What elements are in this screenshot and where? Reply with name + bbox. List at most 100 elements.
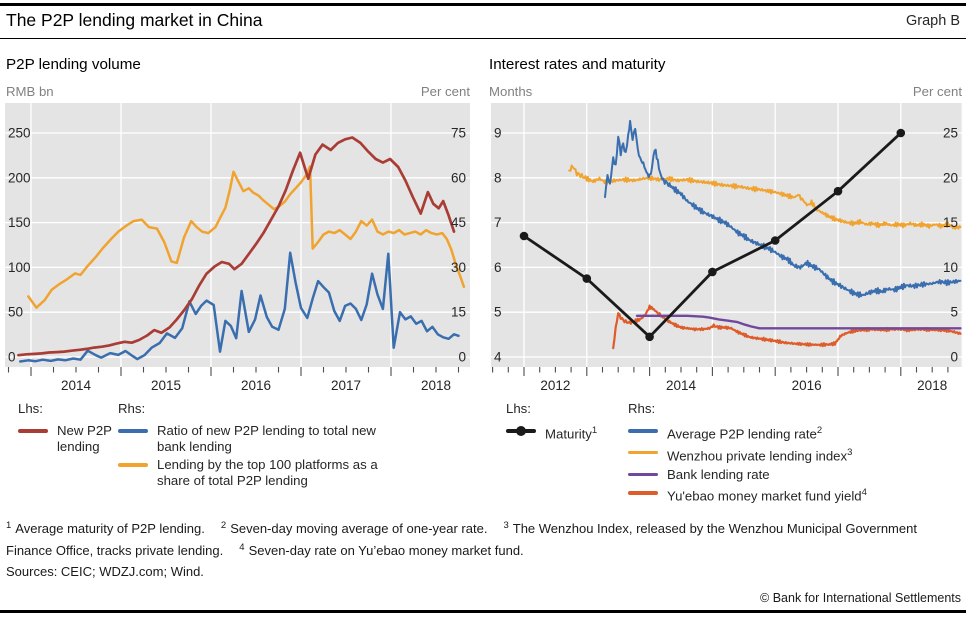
lhs-axis-tick-label: 250 — [8, 126, 31, 141]
series-line-lending-by-the-top-100-platforms-as-a-share-of-total-p2p-lending — [27, 165, 466, 309]
series-marker-maturity — [770, 236, 780, 245]
legend-swatch — [506, 425, 536, 436]
x-axis-year-label: 2018 — [917, 378, 947, 393]
rhs-axis-tick-label: 10 — [943, 260, 958, 275]
footnote-1: 1 Average maturity of P2P lending. — [6, 520, 205, 537]
x-axis-year-label: 2016 — [792, 378, 822, 393]
rhs-axis-tick-label: 30 — [451, 260, 466, 275]
footnote-marker: 2 — [220, 520, 227, 531]
lhs-axis-tick-label: 50 — [8, 305, 23, 320]
page-title: The P2P lending market in China — [6, 10, 263, 30]
right-panel-legend: Lhs: Maturity1 Rhs: Average P2P lending rat… — [506, 401, 938, 507]
left-panel-rhs-unit: Per cent — [420, 84, 470, 99]
series-line-bank-lending-rate — [635, 314, 962, 330]
legend-label-superscript: 1 — [591, 425, 598, 436]
lhs-axis-tick-label: 100 — [8, 260, 31, 275]
lhs-axis-tick-label: 6 — [494, 260, 502, 275]
series-marker-maturity — [896, 128, 906, 138]
rhs-axis-tick-label: 5 — [950, 305, 958, 320]
legend-swatch-dot — [516, 425, 526, 436]
legend-lhs-column: Lhs: Maturity1 — [506, 401, 628, 507]
legend-label: Wenzhou private lending index3 — [667, 446, 853, 464]
legend-label-superscript: 3 — [847, 446, 853, 458]
legend-label-superscript: 2 — [816, 425, 823, 436]
legend-swatch — [118, 463, 148, 467]
series-marker-maturity — [519, 231, 529, 241]
interest-rates-maturity-chart: 4 5 6 7 8 9 0 5 10 15 20 25 2012 2014 2016 2018 — [491, 103, 963, 394]
footnote-2: 2 Seven-day moving average of one-year ra… — [220, 520, 488, 537]
x-axis-ticks — [492, 367, 949, 376]
series-marker-maturity — [582, 274, 592, 283]
copyright: © Bank for International Settlements — [760, 591, 961, 605]
series-line-average-p2p-lending-rate — [604, 119, 962, 299]
sources: Sources: CEIC; WDZJ.com; Wind. — [6, 564, 204, 579]
x-axis-year-label: 2012 — [540, 378, 570, 393]
legend-item-lending-by-the-top-100-platforms-as-a-share-of-total-p2p-lending: Lending by the top 100 platforms as a sh… — [118, 457, 413, 488]
footnote-marker: 4 — [239, 541, 245, 553]
legend-rhs-column: Rhs: Ratio of new P2P lending to total ne… — [118, 401, 413, 491]
legend-lhs-title: Lhs: — [506, 401, 531, 416]
legend-swatch — [18, 429, 48, 433]
top-rule — [0, 3, 966, 6]
legend-label: Bank lending rate — [667, 466, 770, 482]
series-line-new-p2p-lending — [17, 136, 456, 357]
lhs-axis-tick-label: 0 — [8, 350, 16, 365]
right-panel-lhs-unit: Months — [489, 84, 533, 99]
legend-rhs-title: Rhs: — [628, 401, 656, 416]
legend-swatch — [628, 491, 658, 495]
series-line-wenzhou-private-lending-index — [568, 164, 962, 230]
lhs-axis-tick-label: 4 — [494, 350, 502, 365]
legend-item-ratio-of-new-p2p-lending-to-total-new-bank-lending: Ratio of new P2P lending to total new ba… — [118, 423, 413, 454]
series-group — [519, 119, 962, 350]
series-marker-maturity — [708, 267, 717, 277]
p2p-lending-volume-chart: 0 50 100 150 200 250 0 15 30 45 60 75 2014 2015 2016 20… — [5, 103, 470, 393]
legend-swatch — [628, 450, 658, 455]
legend-lhs-title: Lhs: — [18, 401, 43, 416]
legend-item-yu-ebao-money-market-fund-yield: Yu'ebao money market fund yield4 — [628, 485, 938, 504]
legend-item-bank-lending-rate: Bank lending rate — [628, 467, 938, 483]
x-axis-year-label: 2016 — [241, 378, 271, 393]
footnote-3: 3 The Wenzhou Index, released by the Wenz… — [6, 520, 917, 559]
lhs-axis-tick-label: 8 — [494, 170, 502, 185]
rhs-axis-tick-label: 15 — [451, 305, 466, 320]
right-panel-title: Interest rates and maturity — [489, 56, 666, 73]
rhs-axis-tick-label: 75 — [451, 125, 466, 140]
title-underline — [0, 38, 966, 40]
legend-rhs-column: Rhs: Average P2P lending rate2 Wenzhou pri… — [628, 401, 938, 507]
rhs-axis-tick-label: 0 — [458, 350, 466, 365]
lhs-axis-tick-label: 7 — [494, 215, 502, 230]
lhs-axis-tick-label: 5 — [494, 305, 502, 320]
rhs-axis-tick-label: 15 — [943, 215, 958, 230]
left-panel-lhs-unit: RMB bn — [6, 84, 54, 99]
legend-item-new-p2p-lending: New P2P lending — [18, 423, 118, 454]
legend-label: Ratio of new P2P lending to total new ba… — [157, 423, 376, 454]
series-line-ratio-of-new-p2p-lending-to-total-new-bank-lending — [18, 251, 460, 363]
legend-lhs-column: Lhs: New P2P lending — [18, 401, 118, 491]
legend-label: Lending by the top 100 platforms as a sh… — [157, 457, 378, 488]
axis-labels: 0 50 100 150 200 250 0 15 30 45 60 75 2014 2015 2016 20… — [8, 125, 466, 393]
legend-swatch — [628, 429, 658, 433]
footnote-marker: 3 — [503, 520, 509, 531]
series-marker-maturity — [645, 332, 654, 342]
rhs-axis-tick-label: 25 — [943, 126, 958, 141]
footnote-4: 4 Seven-day rate on Yu’ebao money market … — [239, 541, 524, 559]
x-axis-year-label: 2015 — [151, 378, 181, 393]
legend-swatch — [628, 472, 658, 477]
x-axis-year-label: 2018 — [421, 378, 451, 393]
graph-label: Graph B — [906, 13, 960, 29]
legend-label: Average P2P lending rate2 — [667, 425, 823, 442]
legend-label: Maturity1 — [545, 425, 598, 442]
footnotes: 1 Average maturity of P2P lending. 2 Seven-… — [6, 517, 960, 561]
x-axis-year-label: 2017 — [331, 378, 361, 393]
legend-label: Yu'ebao money market fund yield4 — [667, 487, 867, 504]
axis-labels: 4 5 6 7 8 9 0 5 10 15 20 25 2012 2014 2016 2018 — [494, 126, 958, 394]
series-group — [17, 136, 466, 363]
legend-item-maturity: Maturity1 — [506, 423, 628, 442]
lhs-axis-tick-label: 200 — [8, 170, 31, 185]
left-panel-legend: Lhs: New P2P lending Rhs: Ratio of new P2P … — [18, 401, 413, 491]
series-marker-maturity — [833, 186, 843, 196]
x-axis-ticks — [7, 367, 460, 376]
left-panel-title: P2P lending volume — [6, 56, 141, 73]
x-axis-year-label: 2014 — [61, 378, 92, 393]
